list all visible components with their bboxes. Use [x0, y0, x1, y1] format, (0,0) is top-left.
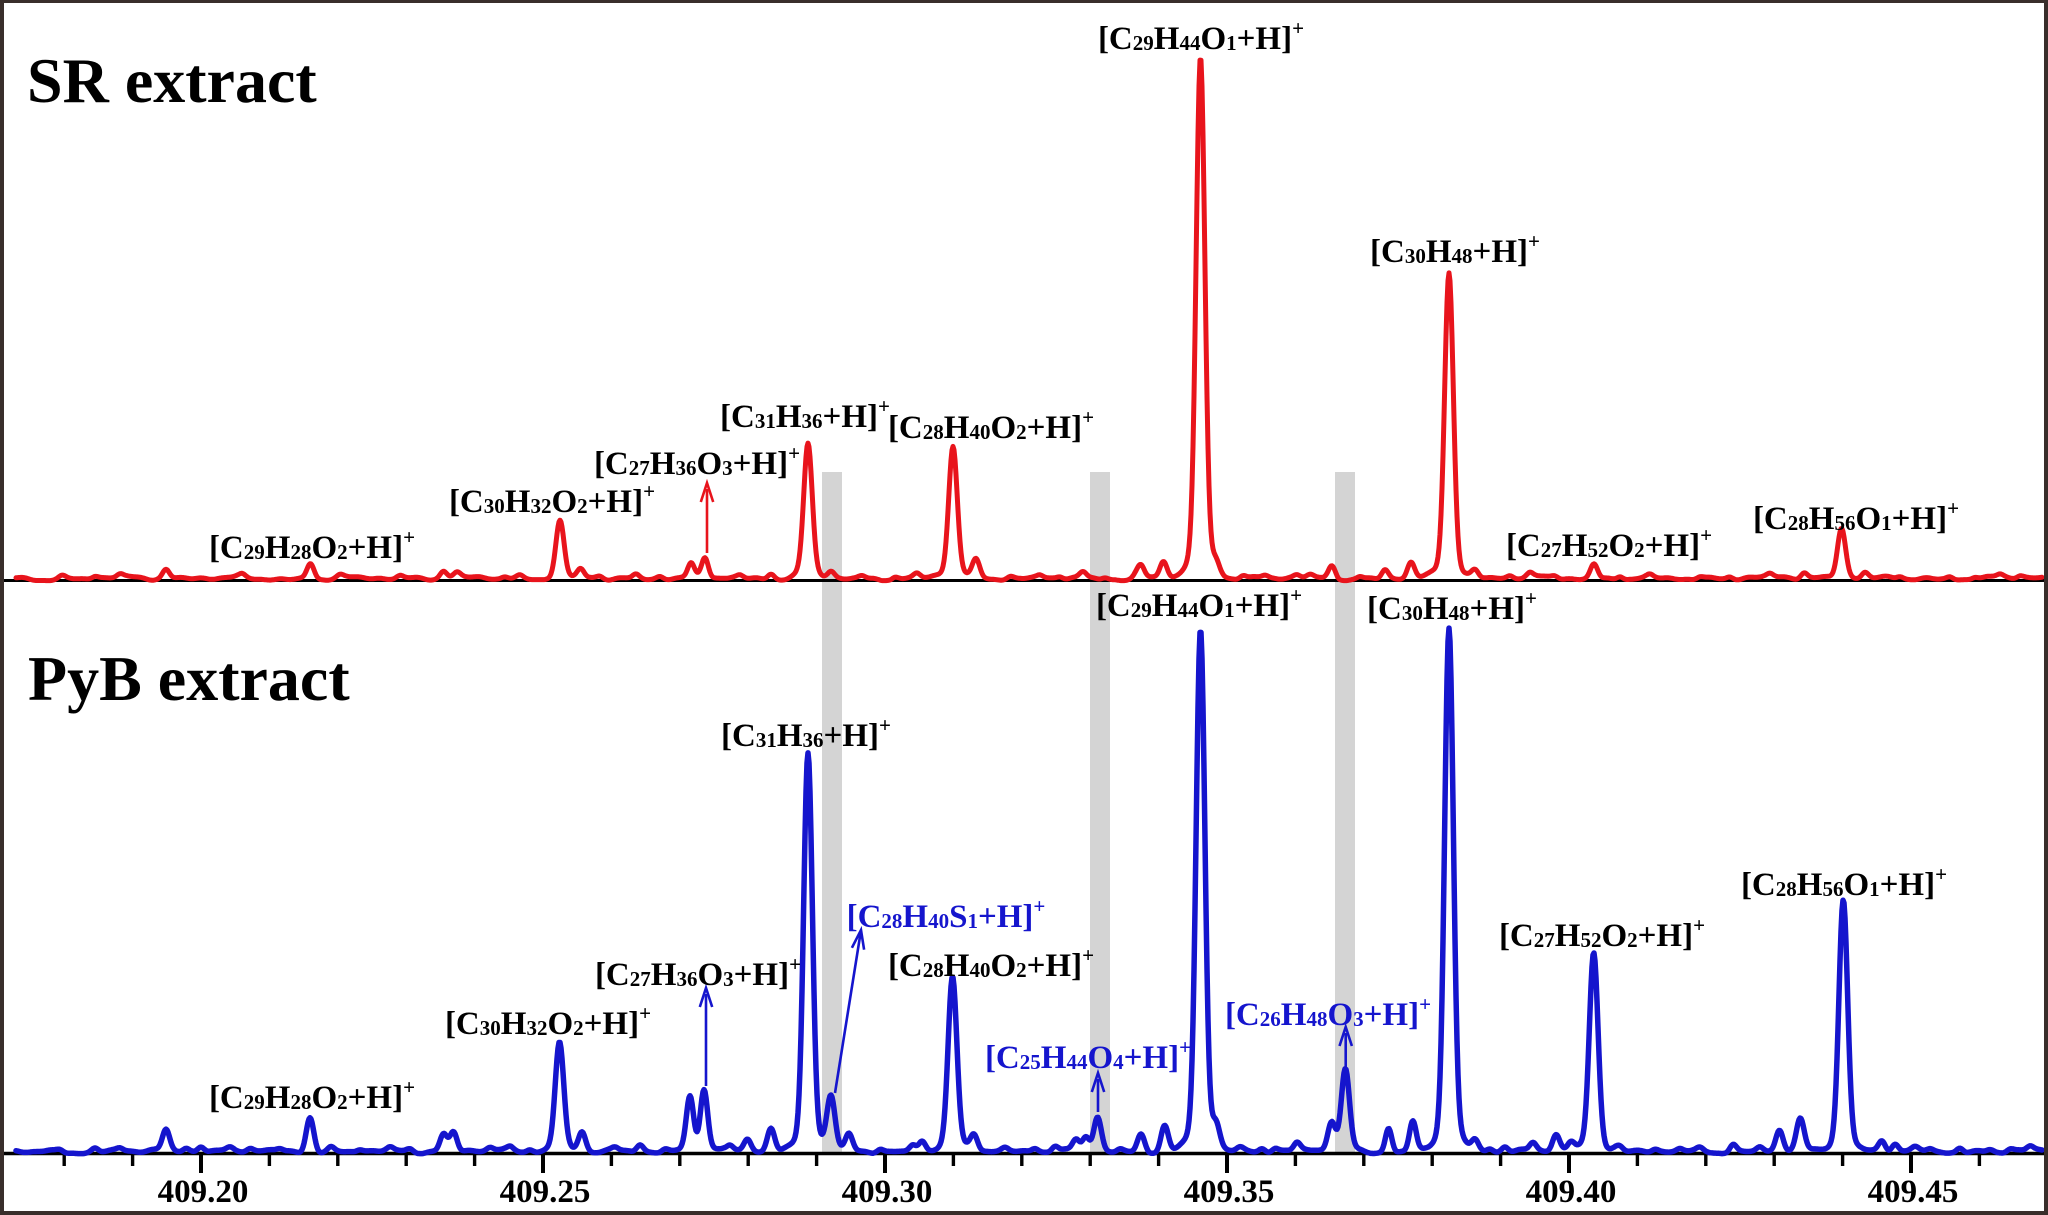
svg-text:SR extract: SR extract — [27, 45, 317, 116]
svg-text:[C25H44O4+H]+: [C25H44O4+H]+ — [985, 1035, 1191, 1076]
svg-text:[C27H52O2+H]+: [C27H52O2+H]+ — [1499, 913, 1705, 954]
svg-text:[C29H44O1+H]+: [C29H44O1+H]+ — [1098, 16, 1304, 57]
svg-text:[C28H56O1+H]+: [C28H56O1+H]+ — [1741, 862, 1947, 903]
svg-text:[C29H28O2+H]+: [C29H28O2+H]+ — [209, 1075, 415, 1116]
svg-text:409.45: 409.45 — [1868, 1174, 1959, 1210]
svg-text:[C31H36+H]+: [C31H36+H]+ — [721, 713, 891, 754]
svg-text:[C26H48O3+H]+: [C26H48O3+H]+ — [1225, 992, 1431, 1033]
svg-text:409.25: 409.25 — [500, 1174, 591, 1210]
svg-text:409.35: 409.35 — [1184, 1174, 1275, 1210]
svg-text:[C28H40S1+H]+: [C28H40S1+H]+ — [847, 894, 1046, 935]
svg-text:409.30: 409.30 — [842, 1174, 933, 1210]
svg-text:[C27H36O3+H]+: [C27H36O3+H]+ — [595, 952, 801, 993]
svg-text:409.20: 409.20 — [158, 1174, 249, 1210]
svg-text:[C29H44O1+H]+: [C29H44O1+H]+ — [1096, 583, 1302, 624]
svg-text:[C28H56O1+H]+: [C28H56O1+H]+ — [1753, 496, 1959, 537]
svg-text:[C30H48+H]+: [C30H48+H]+ — [1370, 229, 1540, 270]
svg-text:[C27H52O2+H]+: [C27H52O2+H]+ — [1506, 523, 1712, 564]
svg-text:409.40: 409.40 — [1526, 1174, 1617, 1210]
svg-text:[C30H32O2+H]+: [C30H32O2+H]+ — [445, 1001, 651, 1042]
svg-text:PyB extract: PyB extract — [28, 643, 350, 714]
svg-text:[C29H28O2+H]+: [C29H28O2+H]+ — [209, 525, 415, 566]
svg-text:[C27H36O3+H]+: [C27H36O3+H]+ — [594, 441, 800, 482]
svg-text:[C30H32O2+H]+: [C30H32O2+H]+ — [449, 479, 655, 520]
svg-text:[C28H40O2+H]+: [C28H40O2+H]+ — [888, 405, 1094, 446]
svg-text:[C28H40O2+H]+: [C28H40O2+H]+ — [888, 943, 1094, 984]
